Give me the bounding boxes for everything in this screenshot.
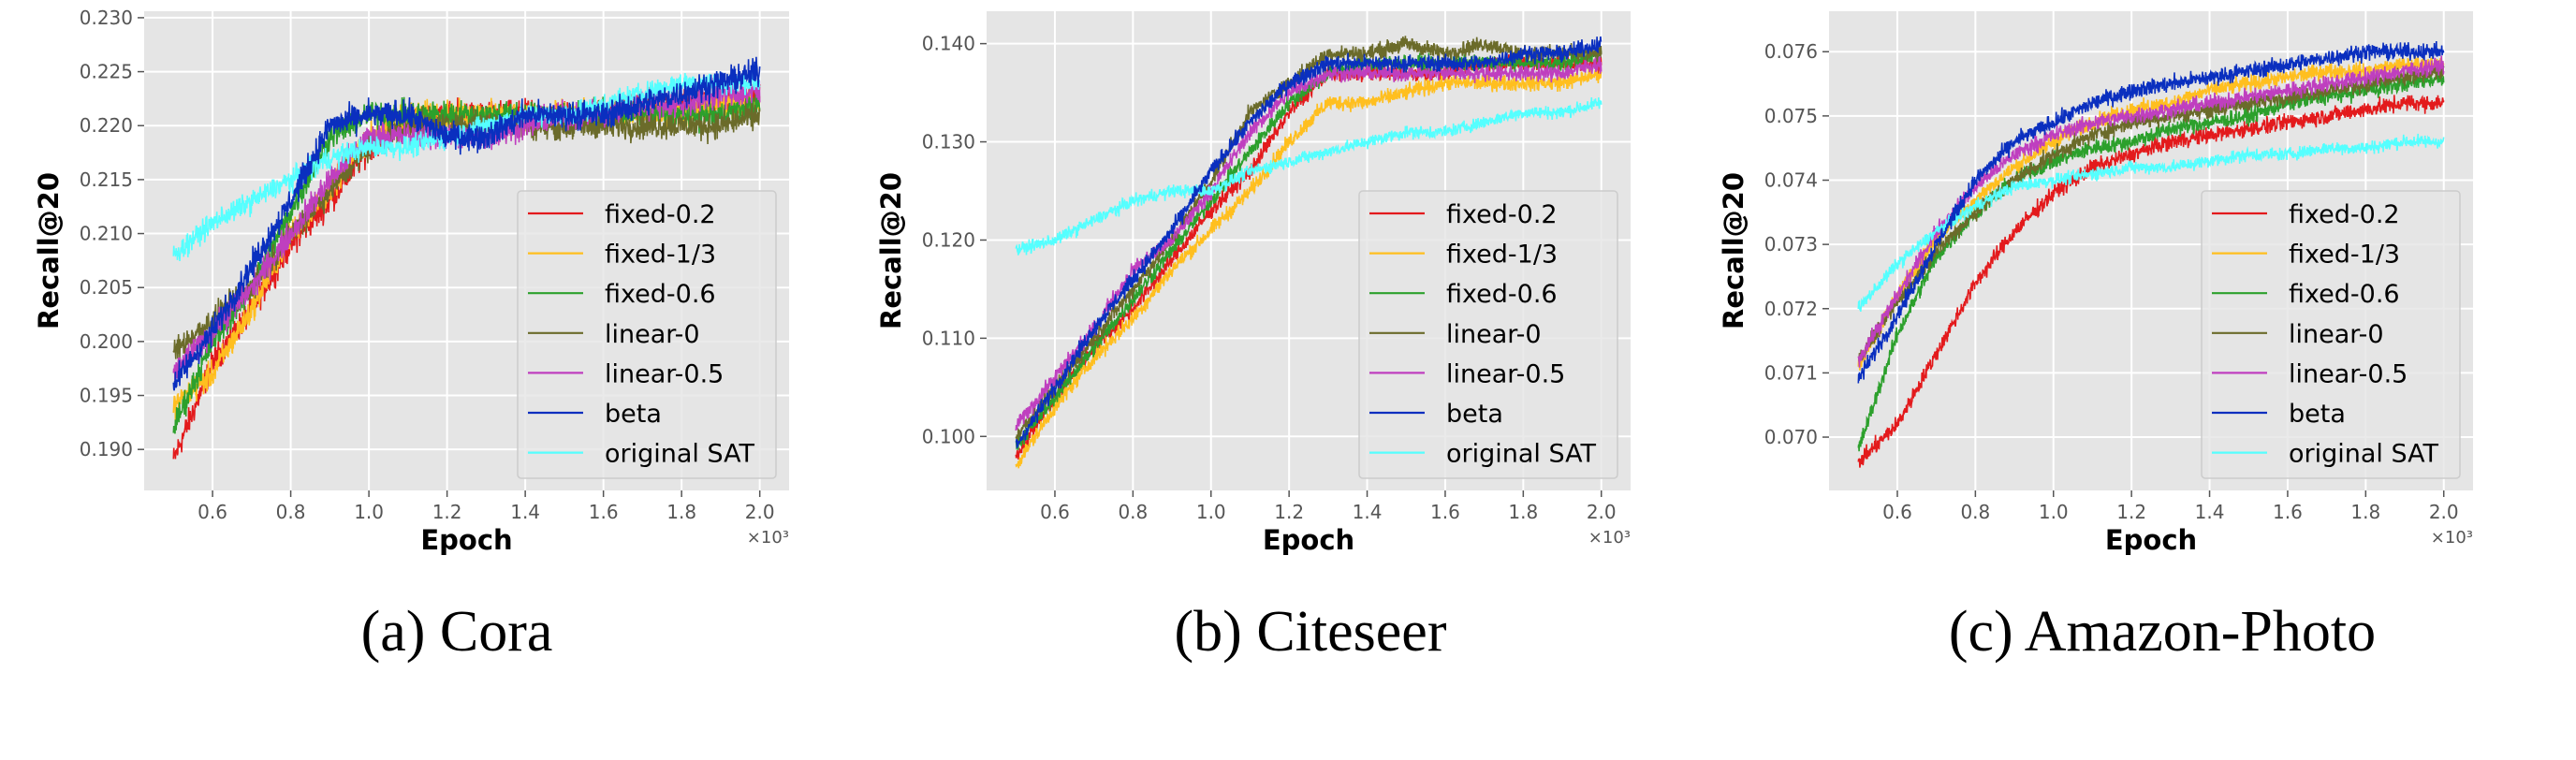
y-tick-label: 0.110	[922, 327, 975, 349]
x-tick-label: 1.0	[1196, 501, 1226, 523]
legend-label: fixed-0.2	[1446, 200, 1558, 229]
y-tick-label: 0.195	[80, 385, 133, 407]
x-tick-label: 1.2	[1274, 501, 1304, 523]
y-tick-label: 0.215	[80, 168, 133, 191]
x-axis-label: Epoch	[1263, 524, 1354, 556]
series-line-beta	[172, 56, 761, 391]
y-tick-label: 0.100	[922, 425, 975, 447]
legend-label: fixed-1/3	[2289, 241, 2400, 270]
legend-label: fixed-1/3	[1446, 241, 1558, 270]
legend-label: linear-0	[2289, 320, 2384, 349]
y-tick-label: 0.130	[922, 131, 975, 153]
y-tick-label: 0.210	[80, 223, 133, 245]
legend-label: fixed-0.6	[1446, 280, 1558, 309]
x-tick-label: 1.2	[432, 501, 462, 523]
x-tick-label: 2.0	[745, 501, 775, 523]
y-tick-label: 0.070	[1764, 426, 1818, 448]
y-tick-label: 0.220	[80, 114, 133, 137]
x-tick-label: 1.6	[2273, 501, 2303, 523]
legend-label: original SAT	[605, 440, 755, 469]
x-tick-label: 1.8	[2350, 501, 2380, 523]
x-tick-label: 0.6	[1882, 501, 1912, 523]
legend-label: linear-0.5	[1446, 359, 1565, 388]
x-tick-label: 1.8	[666, 501, 696, 523]
y-axis-label: Recall@20	[33, 172, 65, 329]
x-tick-label: 1.0	[354, 501, 384, 523]
x-tick-label: 0.6	[1040, 501, 1070, 523]
legend-label: beta	[2289, 400, 2346, 429]
y-tick-label: 0.120	[922, 228, 975, 251]
x-tick-label: 1.8	[1508, 501, 1538, 523]
legend-label: original SAT	[1446, 440, 1597, 469]
y-tick-label: 0.075	[1764, 105, 1818, 127]
legend-label: fixed-0.6	[2289, 280, 2400, 309]
y-tick-label: 0.225	[80, 61, 133, 83]
y-tick-label: 0.076	[1764, 40, 1818, 63]
x-tick-label: 0.6	[198, 501, 227, 523]
x-tick-label: 0.8	[1118, 501, 1148, 523]
x-tick-label: 1.4	[2195, 501, 2225, 523]
x-tick-label: 0.8	[1960, 501, 1990, 523]
y-tick-label: 0.230	[80, 7, 133, 29]
series-line-beta	[1857, 40, 2445, 384]
legend-box	[517, 190, 777, 479]
series-line-linear-0	[1015, 36, 1603, 441]
x-tick-label: 1.0	[2039, 501, 2069, 523]
y-tick-label: 0.140	[922, 33, 975, 55]
legend-label: linear-0	[605, 320, 700, 349]
legend-box	[2201, 190, 2461, 479]
x-axis-label: Epoch	[2105, 524, 2197, 556]
legend-label: linear-0	[1446, 320, 1542, 349]
legend-label: fixed-0.2	[605, 200, 716, 229]
x-tick-label: 1.4	[1353, 501, 1383, 523]
x-tick-label: 1.2	[2116, 501, 2146, 523]
legend-label: beta	[605, 400, 662, 429]
legend-label: beta	[1446, 400, 1503, 429]
y-tick-label: 0.072	[1764, 298, 1818, 320]
caption-citeseer: (b) Citeseer	[1174, 600, 1447, 664]
legend-label: linear-0.5	[2289, 359, 2408, 388]
x-tick-label: 1.4	[510, 501, 540, 523]
legend-label: fixed-0.6	[605, 280, 716, 309]
x-offset-label: ×10³	[2431, 528, 2473, 548]
series-line-original-sat	[1015, 96, 1603, 256]
legend-label: original SAT	[2289, 440, 2439, 469]
x-axis-label: Epoch	[420, 524, 512, 556]
x-tick-label: 2.0	[2429, 501, 2459, 523]
x-offset-label: ×10³	[747, 528, 789, 548]
legend-label: fixed-1/3	[605, 241, 716, 270]
y-axis-label: Recall@20	[875, 172, 907, 329]
series-line-beta	[1015, 36, 1603, 448]
y-tick-label: 0.073	[1764, 233, 1818, 256]
y-tick-label: 0.200	[80, 330, 133, 353]
legend-label: linear-0.5	[605, 359, 724, 388]
x-tick-label: 1.6	[1430, 501, 1460, 523]
y-axis-label: Recall@20	[1718, 172, 1749, 329]
x-tick-label: 1.6	[589, 501, 619, 523]
caption-amazon-photo: (c) Amazon-Photo	[1948, 600, 2377, 664]
y-tick-label: 0.074	[1764, 169, 1818, 192]
x-tick-label: 0.8	[276, 501, 306, 523]
legend-box	[1358, 190, 1618, 479]
series-line-fixed-0-2	[1857, 95, 2445, 468]
x-offset-label: ×10³	[1588, 528, 1631, 548]
legend-label: fixed-0.2	[2289, 200, 2400, 229]
series-line-fixed-1-3	[1015, 66, 1603, 469]
y-tick-label: 0.071	[1764, 361, 1818, 384]
series-line-fixed-0-6	[1015, 48, 1603, 450]
y-tick-label: 0.190	[80, 438, 133, 460]
series-line-original-sat	[1857, 133, 2445, 312]
y-tick-label: 0.205	[80, 276, 133, 299]
caption-cora: (a) Cora	[360, 600, 553, 664]
x-tick-label: 2.0	[1587, 501, 1617, 523]
